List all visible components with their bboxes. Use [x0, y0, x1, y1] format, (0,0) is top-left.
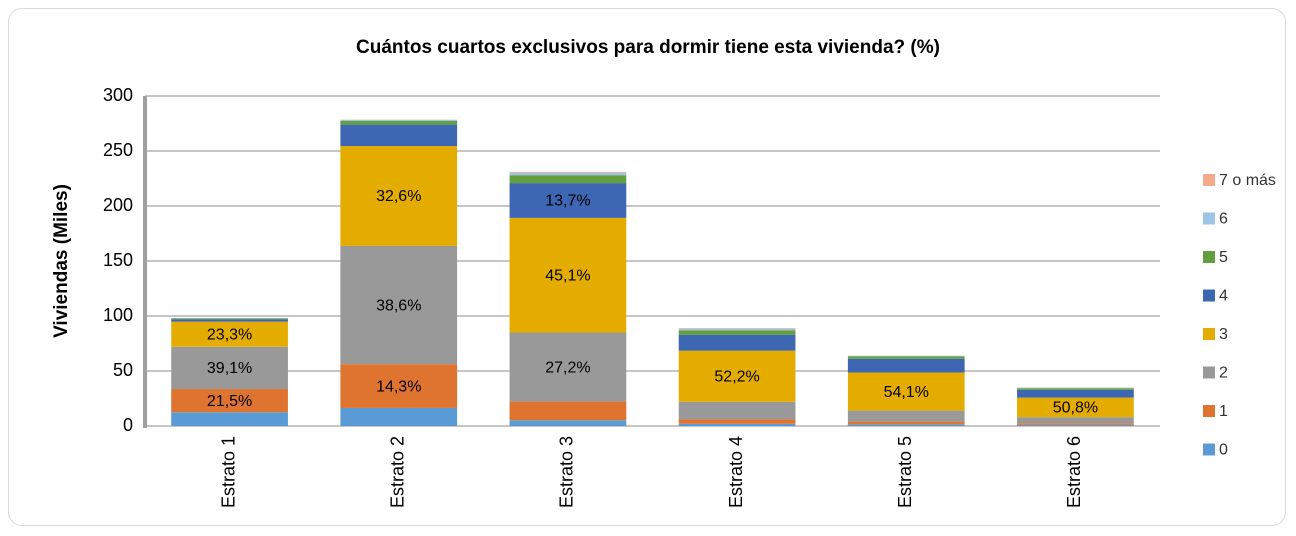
- bar-segment: [847, 358, 965, 373]
- data-label: 39,1%: [207, 360, 252, 377]
- bar-segment: [171, 319, 288, 322]
- y-tick-label: 250: [103, 140, 133, 160]
- y-tick-label: 50: [113, 360, 133, 380]
- bar-segment: [171, 346, 288, 390]
- bar-segment: [847, 355, 965, 357]
- bar-segment: [1017, 388, 1134, 390]
- bar-segment: [678, 401, 796, 420]
- bar-segment: [171, 318, 288, 320]
- y-tick-label: 200: [103, 195, 133, 215]
- bar-segment: [1017, 417, 1134, 424]
- y-tick-label: 300: [103, 85, 133, 105]
- data-label: 52,2%: [714, 368, 759, 385]
- bar-segment: [847, 421, 965, 425]
- data-label: 50,8%: [1053, 400, 1098, 417]
- bar-segment: [340, 146, 458, 246]
- bar-segment: [678, 419, 796, 424]
- y-tick-label: 150: [103, 250, 133, 270]
- x-tick-label: Estrato 4: [726, 436, 746, 508]
- data-label: 38,6%: [376, 297, 421, 314]
- bar-segment: [340, 124, 458, 147]
- bar-segment: [340, 245, 458, 365]
- bar-segment: [171, 389, 288, 413]
- data-label: 23,3%: [207, 326, 252, 343]
- data-label: 13,7%: [545, 193, 590, 210]
- bar-segment: [678, 423, 796, 426]
- legend-label: 5: [1219, 249, 1228, 266]
- legend-swatch: [1203, 212, 1215, 225]
- bar-segment: [171, 321, 288, 347]
- bar-segment: [509, 171, 627, 173]
- x-tick-label: Estrato 2: [388, 436, 408, 508]
- bar-segment: [509, 401, 627, 421]
- bar-segment: [509, 183, 627, 218]
- legend-label: 3: [1219, 326, 1228, 343]
- legend-swatch: [1203, 405, 1215, 417]
- y-tick-label: 0: [123, 415, 133, 435]
- bar-segment: [678, 328, 796, 329]
- y-axis-title: Viviendas (Miles): [51, 184, 72, 338]
- bar-segment: [847, 424, 965, 426]
- legend-swatch: [1203, 174, 1215, 186]
- x-tick-label: Estrato 6: [1064, 436, 1084, 508]
- legend-label: 7 o más: [1219, 172, 1276, 189]
- bar-segment: [340, 119, 458, 121]
- bar-segment: [678, 350, 796, 402]
- bar-segment: [1017, 397, 1134, 418]
- chart-card: [8, 8, 1286, 526]
- data-label: 54,1%: [884, 384, 929, 401]
- x-tick-label: Estrato 1: [218, 436, 238, 508]
- legend-swatch: [1203, 251, 1215, 263]
- legend-swatch: [1203, 366, 1215, 379]
- bar-segment: [171, 412, 288, 426]
- bar-segment: [1017, 389, 1134, 398]
- bar-segment: [509, 332, 627, 402]
- bar-segment: [1017, 424, 1134, 426]
- legend-label: 2: [1219, 365, 1228, 382]
- data-label: 14,3%: [376, 378, 421, 395]
- bar-segment: [847, 410, 965, 422]
- bar-segment: [509, 172, 627, 176]
- bar-segment: [509, 217, 627, 333]
- legend-label: 4: [1219, 288, 1228, 305]
- bar-segment: [509, 175, 627, 184]
- bar-segment: [1017, 423, 1134, 425]
- legend-label: 1: [1219, 403, 1228, 420]
- chart-title: Cuántos cuartos exclusivos para dormir t…: [356, 37, 940, 58]
- bar-segment: [847, 356, 965, 359]
- data-label: 21,5%: [207, 393, 252, 410]
- data-label: 32,6%: [376, 188, 421, 205]
- legend-label: 0: [1219, 442, 1228, 459]
- bar-segment: [1017, 387, 1134, 389]
- legend-swatch: [1203, 328, 1215, 340]
- legend-swatch: [1203, 443, 1215, 456]
- bar-segment: [678, 334, 796, 351]
- bar-segment: [340, 407, 458, 426]
- x-tick-label: Estrato 3: [557, 436, 577, 508]
- bar-segment: [340, 120, 458, 125]
- y-tick-label: 100: [103, 305, 133, 325]
- x-tick-label: Estrato 5: [895, 436, 915, 508]
- legend-swatch: [1203, 289, 1215, 302]
- bar-segment: [509, 420, 627, 426]
- data-label: 27,2%: [545, 359, 590, 376]
- bar-segment: [847, 372, 965, 411]
- bar-segment: [678, 328, 796, 331]
- bar-segment: [340, 364, 458, 408]
- legend-label: 6: [1219, 211, 1228, 228]
- bar-segment: [678, 330, 796, 335]
- data-label: 45,1%: [545, 267, 590, 284]
